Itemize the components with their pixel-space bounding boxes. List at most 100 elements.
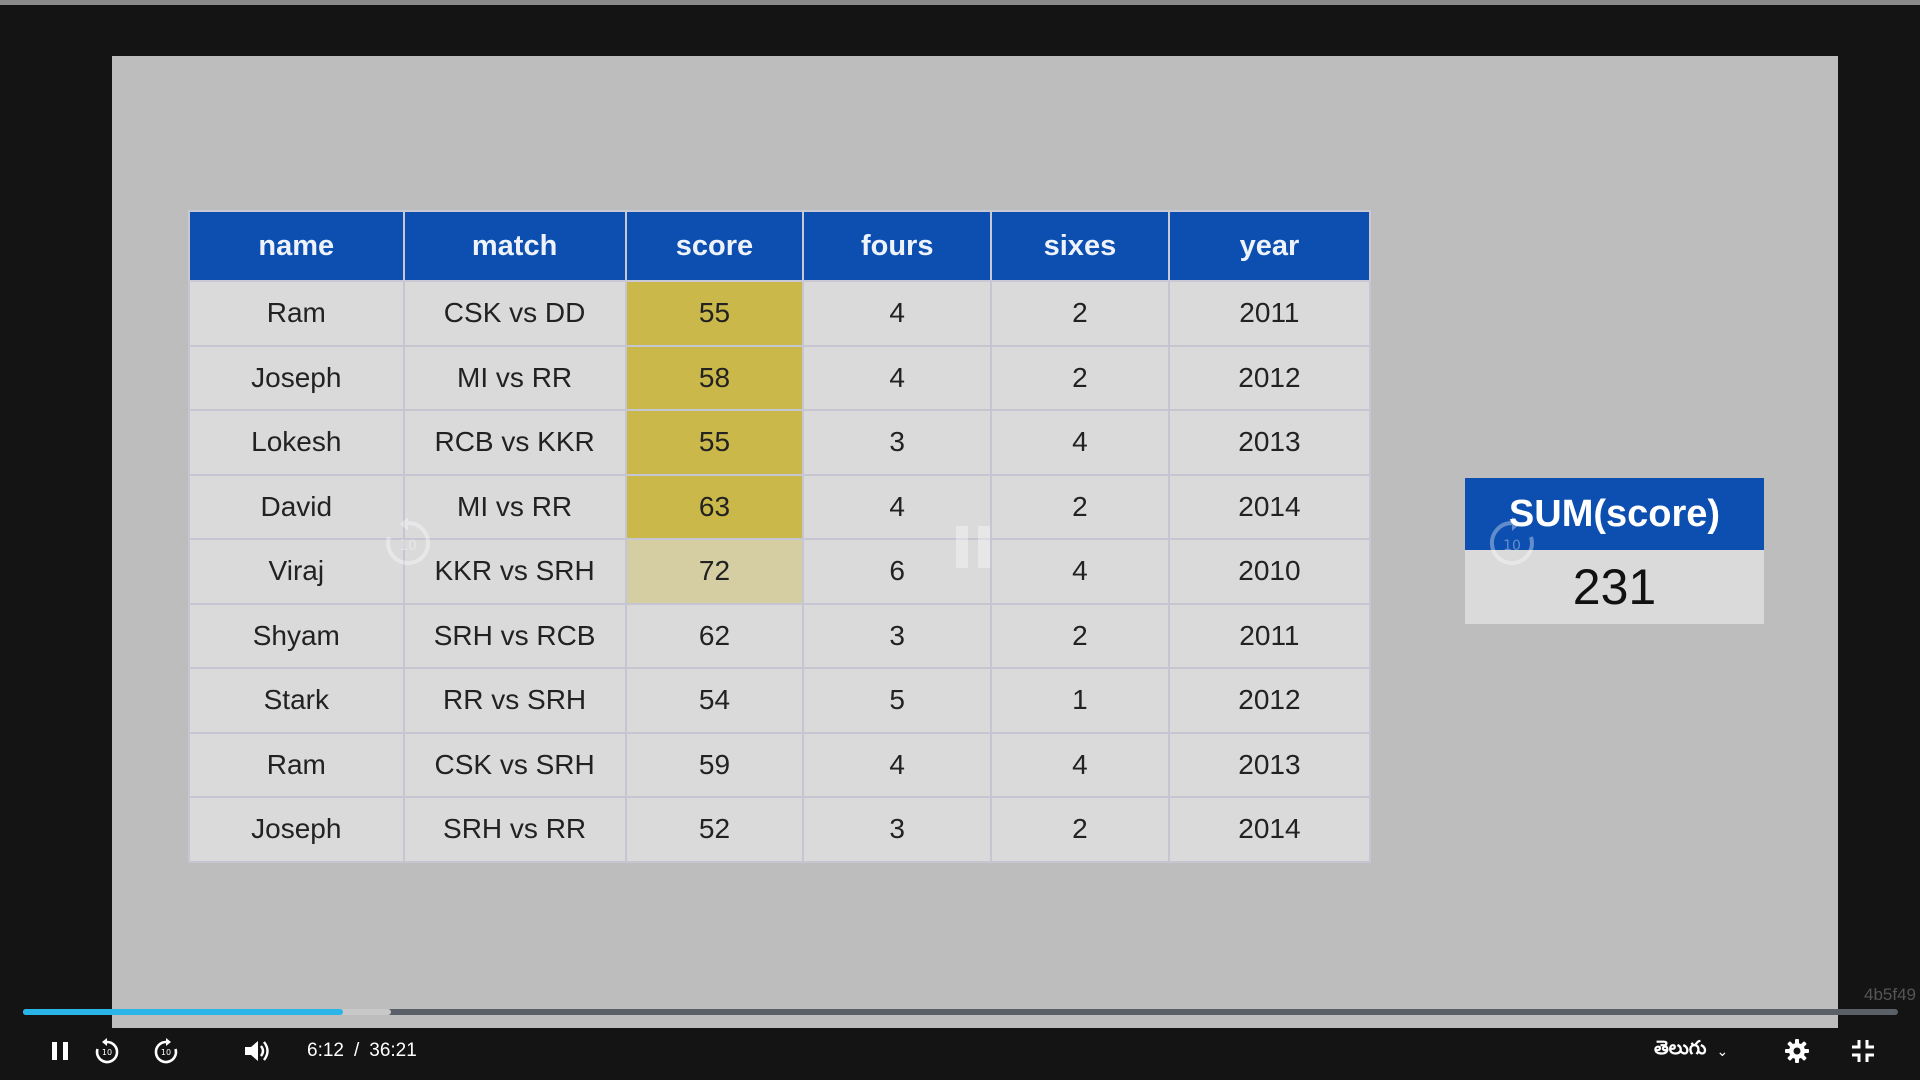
table-cell-match: SRH vs RCB	[402, 602, 627, 669]
table-row: Joseph MI vs RR 58 4 2 2012	[188, 344, 1372, 411]
table-row: Stark RR vs SRH 54 5 1 2012	[188, 667, 1372, 734]
table-cell-score: 63	[624, 473, 805, 540]
table-cell-fours: 4	[802, 280, 993, 347]
table-cell-fours: 4	[802, 473, 993, 540]
table-cell-match: CSK vs DD	[402, 280, 627, 347]
table-cell-sixes: 2	[990, 280, 1170, 347]
volume-button[interactable]	[240, 1030, 274, 1072]
overlay-pause-icon[interactable]	[950, 522, 996, 572]
table-cell-score: 59	[624, 731, 805, 798]
control-bar: 10 10 6:12 / 36:21 తెలుగు ⌄	[0, 1030, 1920, 1072]
table-cell-fours: 3	[802, 409, 993, 476]
column-header-score: score	[624, 210, 805, 282]
pause-button[interactable]	[44, 1030, 76, 1072]
table-body: Ram CSK vs DD 55 4 2 2011 Joseph MI vs RR 58 4 2 20…	[188, 280, 1372, 863]
table-cell-year: 2013	[1167, 409, 1372, 476]
table-cell-score: 58	[624, 344, 805, 411]
svg-text:10: 10	[399, 538, 417, 554]
rewind-10-button[interactable]: 10	[90, 1030, 124, 1072]
svg-text:10: 10	[102, 1048, 112, 1057]
pause-icon	[49, 1040, 71, 1062]
table-cell-sixes: 2	[990, 473, 1170, 540]
table-row: Ram CSK vs SRH 59 4 4 2013	[188, 731, 1372, 798]
table-row: Joseph SRH vs RR 52 3 2 2014	[188, 796, 1372, 863]
table-cell-name: Ram	[188, 280, 405, 347]
svg-text:10: 10	[1503, 538, 1521, 554]
table-cell-year: 2014	[1167, 796, 1372, 863]
table-cell-fours: 4	[802, 344, 993, 411]
table-cell-name: Lokesh	[188, 409, 405, 476]
table-cell-year: 2011	[1167, 602, 1372, 669]
table-cell-year: 2013	[1167, 731, 1372, 798]
table-cell-sixes: 1	[990, 667, 1170, 734]
table-cell-score: 62	[624, 602, 805, 669]
table-cell-year: 2010	[1167, 538, 1372, 605]
table-row: Ram CSK vs DD 55 4 2 2011	[188, 280, 1372, 347]
table-cell-year: 2011	[1167, 280, 1372, 347]
table-cell-score: 55	[624, 409, 805, 476]
progress-bar[interactable]	[23, 1009, 1898, 1015]
progress-played	[23, 1009, 343, 1015]
rewind-10-icon: 10	[93, 1037, 121, 1065]
table-cell-match: RR vs SRH	[402, 667, 627, 734]
forward-10-icon: 10	[152, 1037, 180, 1065]
table-cell-sixes: 4	[990, 409, 1170, 476]
table-cell-score: 52	[624, 796, 805, 863]
table-cell-fours: 4	[802, 731, 993, 798]
language-label: తెలుగు	[1654, 1038, 1707, 1059]
table-cell-fours: 6	[802, 538, 993, 605]
sum-title: SUM(score)	[1465, 478, 1764, 550]
sum-value: 231	[1465, 550, 1764, 624]
sum-box: SUM(score) 231	[1465, 478, 1764, 624]
table-row: David MI vs RR 63 4 2 2014	[188, 473, 1372, 540]
table-cell-sixes: 2	[990, 602, 1170, 669]
table-cell-fours: 3	[802, 796, 993, 863]
column-header-match: match	[402, 210, 627, 282]
table-cell-score: 54	[624, 667, 805, 734]
table-row: Lokesh RCB vs KKR 55 3 4 2013	[188, 409, 1372, 476]
settings-icon	[1784, 1038, 1810, 1064]
time-separator: /	[353, 1040, 360, 1061]
table-cell-name: Viraj	[188, 538, 405, 605]
settings-button[interactable]	[1780, 1030, 1814, 1072]
forward-10-button[interactable]: 10	[149, 1030, 183, 1072]
table-cell-match: MI vs RR	[402, 344, 627, 411]
table-cell-sixes: 4	[990, 731, 1170, 798]
table-row: Viraj KKR vs SRH 72 6 4 2010	[188, 538, 1372, 605]
table-cell-year: 2012	[1167, 344, 1372, 411]
svg-text:10: 10	[161, 1048, 171, 1057]
table-cell-fours: 5	[802, 667, 993, 734]
time-display: 6:12 / 36:21	[307, 1030, 417, 1072]
table-cell-match: CSK vs SRH	[402, 731, 627, 798]
table-cell-name: Stark	[188, 667, 405, 734]
overlay-rewind-10-icon[interactable]: 10	[380, 515, 436, 571]
current-time: 6:12	[307, 1040, 344, 1061]
table-cell-name: David	[188, 473, 405, 540]
column-header-sixes: sixes	[990, 210, 1170, 282]
watermark: 4b5f49	[1864, 985, 1916, 1004]
table-cell-name: Shyam	[188, 602, 405, 669]
table-cell-match: KKR vs SRH	[402, 538, 627, 605]
table-cell-match: MI vs RR	[402, 473, 627, 540]
table-cell-year: 2012	[1167, 667, 1372, 734]
duration: 36:21	[369, 1040, 417, 1061]
exit-fullscreen-button[interactable]	[1846, 1030, 1880, 1072]
table-cell-match: SRH vs RR	[402, 796, 627, 863]
video-frame[interactable]: name match score fours sixes year Ram CSK vs D…	[112, 56, 1838, 1028]
table-cell-match: RCB vs KKR	[402, 409, 627, 476]
exit-fullscreen-icon	[1850, 1038, 1876, 1064]
table-cell-fours: 3	[802, 602, 993, 669]
table-cell-sixes: 4	[990, 538, 1170, 605]
table-cell-name: Joseph	[188, 344, 405, 411]
table-cell-name: Ram	[188, 731, 405, 798]
column-header-name: name	[188, 210, 405, 282]
table-cell-score: 55	[624, 280, 805, 347]
table-header-row: name match score fours sixes year	[188, 210, 1372, 282]
table-cell-name: Joseph	[188, 796, 405, 863]
overlay-forward-10-icon[interactable]: 10	[1484, 515, 1540, 571]
table-row: Shyam SRH vs RCB 62 3 2 2011	[188, 602, 1372, 669]
volume-icon	[243, 1038, 271, 1064]
language-selector[interactable]: తెలుగు ⌄	[1654, 1030, 1728, 1072]
column-header-year: year	[1167, 210, 1372, 282]
